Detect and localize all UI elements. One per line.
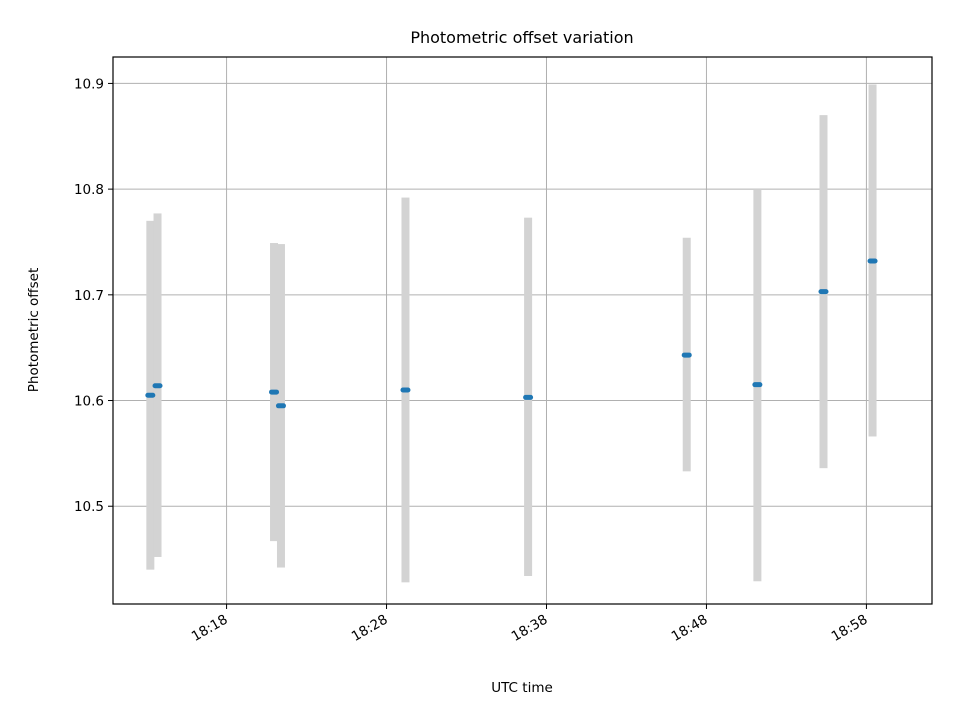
data-point: [523, 394, 534, 400]
data-point: [145, 392, 156, 398]
y-tick-label: 10.6: [74, 394, 104, 410]
data-point: [818, 289, 829, 295]
marker-layer: [145, 258, 878, 409]
plot-frame: [112, 56, 933, 605]
data-point: [152, 383, 163, 389]
data-point: [400, 387, 411, 393]
y-tick-label: 10.8: [74, 182, 104, 198]
y-axis-ticks: 10.5 10.6 10.7 10.8 10.9: [74, 76, 113, 515]
data-point: [681, 352, 692, 358]
plot-area: [113, 57, 932, 604]
chart-title: Photometric offset variation: [410, 28, 633, 47]
data-point: [752, 382, 763, 388]
y-tick-label: 10.9: [74, 76, 104, 92]
data-point: [269, 389, 280, 395]
y-axis-label: Photometric offset: [26, 268, 42, 392]
y-tick-label: 10.5: [74, 499, 104, 515]
grid-layer: [113, 57, 932, 604]
x-axis-label: UTC time: [491, 680, 553, 696]
y-tick-label: 10.7: [74, 288, 104, 304]
data-point: [275, 403, 286, 409]
data-point: [867, 258, 878, 264]
